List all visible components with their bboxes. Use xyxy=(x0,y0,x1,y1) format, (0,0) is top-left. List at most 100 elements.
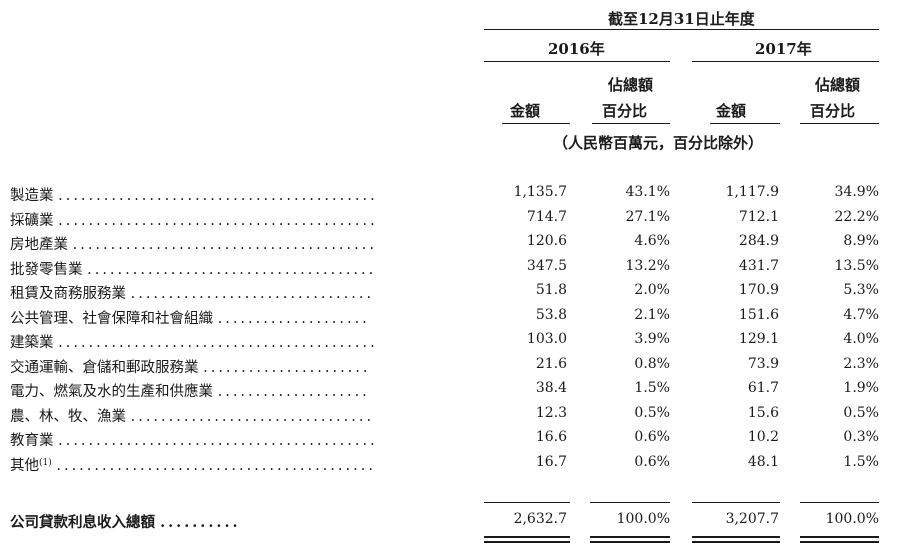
year-2016-rule xyxy=(484,61,670,62)
row-label: 交通運輸、倉儲和郵政服務業 ...................... xyxy=(10,356,371,377)
row-label-text: 教育業 xyxy=(10,433,54,449)
row-label: 建築業 ....................................… xyxy=(10,331,378,352)
footnote-marker: (1) xyxy=(39,458,52,468)
pct-2017-cell: 0.3% xyxy=(843,429,879,445)
total-pct-2016: 100.0% xyxy=(616,511,670,527)
pct-2017-cell: 4.0% xyxy=(843,331,879,347)
amount-2017-cell: 431.7 xyxy=(738,258,779,274)
double-rule-top-pct-2017 xyxy=(800,536,879,538)
period-title: 截至12月31日止年度 xyxy=(608,10,755,28)
row-label-text: 公共管理、社會保障和社會組織 xyxy=(10,311,213,327)
amount-2016-cell: 12.3 xyxy=(535,405,567,421)
double-rule-bottom-pct-2017 xyxy=(800,541,879,543)
total-pct-2017: 100.0% xyxy=(825,511,879,527)
leader-dots: ........................................… xyxy=(58,213,378,229)
year-2016-header: 2016年 xyxy=(548,40,605,58)
leader-dots: ...................................... xyxy=(87,262,377,278)
row-label-text: 其他 xyxy=(10,458,39,474)
pct-2016-cell: 1.5% xyxy=(634,380,670,396)
amount-2016-cell: 16.7 xyxy=(535,454,567,470)
pct-2016-cell: 2.0% xyxy=(634,282,670,298)
row-label-text: 採礦業 xyxy=(10,213,54,229)
amount-2016-cell: 714.7 xyxy=(526,209,567,225)
row-label: 房地產業 ...................................… xyxy=(10,233,377,254)
row-label-text: 房地產業 xyxy=(10,237,68,253)
row-label-text: 製造業 xyxy=(10,188,54,204)
amount-2016-cell: 51.8 xyxy=(535,282,567,298)
amount-2016-cell: 21.6 xyxy=(535,356,567,372)
amount-2017-cell: 10.2 xyxy=(747,429,779,445)
total-amount-2016: 2,632.7 xyxy=(513,511,567,527)
double-rule-top-amount-2016 xyxy=(484,536,570,538)
amount-2016-cell: 16.6 xyxy=(535,429,567,445)
amount-2017-cell: 73.9 xyxy=(747,356,779,372)
row-label-text: 租賃及商務服務業 xyxy=(10,286,126,302)
amount-2017-cell: 151.6 xyxy=(738,307,779,323)
amount-2017-cell: 15.6 xyxy=(747,405,779,421)
leader-dots: ................................ xyxy=(130,409,375,425)
amount-2016-cell: 1,135.7 xyxy=(513,184,567,200)
amount-2017-cell: 284.9 xyxy=(738,233,779,249)
pct-2017-cell: 1.9% xyxy=(843,380,879,396)
total-amount-2017: 3,207.7 xyxy=(725,511,779,527)
leader-dots: ........................................… xyxy=(56,458,376,474)
year-2017-header: 2017年 xyxy=(755,40,812,58)
amount-2016-cell: 347.5 xyxy=(526,258,567,274)
row-label-text: 農、林、牧、漁業 xyxy=(10,409,126,425)
double-rule-top-amount-2017 xyxy=(692,536,780,538)
double-rule-bottom-pct-2016 xyxy=(590,541,670,543)
row-label: 批發零售業 ..................................… xyxy=(10,258,376,279)
unit-note: （人民幣百萬元，百分比除外） xyxy=(553,134,764,152)
row-label-text: 電力、燃氣及水的生產和供應業 xyxy=(10,384,213,400)
subtotal-rule-pct-2017 xyxy=(800,502,879,503)
pct-2017-cell: 1.5% xyxy=(843,454,879,470)
row-label: 農、林、牧、漁業 ...............................… xyxy=(10,405,374,426)
pct-2017-cell: 34.9% xyxy=(834,184,879,200)
row-label-text: 批發零售業 xyxy=(10,262,83,278)
row-label: 租賃及商務服務業 ...............................… xyxy=(10,282,374,303)
pct-2016-cell: 0.5% xyxy=(634,405,670,421)
amount-2016-cell: 38.4 xyxy=(535,380,567,396)
pct-2017-cell: 5.3% xyxy=(843,282,879,298)
pct-2016-cell: 43.1% xyxy=(625,184,670,200)
leader-dots: ...................... xyxy=(203,360,371,376)
year-2017-rule xyxy=(692,61,879,62)
pct-2017-cell: 0.5% xyxy=(843,405,879,421)
amount-2017-cell: 129.1 xyxy=(738,331,779,347)
leader-dots: ........................................… xyxy=(58,433,378,449)
leader-dots: ........................................ xyxy=(72,237,377,253)
pct-2016-cell: 0.6% xyxy=(634,454,670,470)
leader-dots: .......... xyxy=(160,514,241,531)
pct-2017-header-line1: 佔總額 xyxy=(815,76,861,94)
col-amount-2017-rule xyxy=(710,123,780,124)
amount-2017-cell: 712.1 xyxy=(738,209,779,225)
subtotal-rule-amount-2017 xyxy=(692,502,780,503)
pct-2017-cell: 4.7% xyxy=(843,307,879,323)
amount-2016-cell: 120.6 xyxy=(526,233,567,249)
row-label: 電力、燃氣及水的生產和供應業 .................... xyxy=(10,380,370,401)
amount-2017-cell: 48.1 xyxy=(747,454,779,470)
pct-2016-cell: 0.8% xyxy=(634,356,670,372)
col-pct-2016-rule xyxy=(592,123,670,124)
subtotal-rule-pct-2016 xyxy=(590,502,670,503)
amount-2016-header: 金額 xyxy=(510,102,541,120)
pct-2016-cell: 3.9% xyxy=(634,331,670,347)
pct-2016-cell: 13.2% xyxy=(625,258,670,274)
pct-2016-cell: 27.1% xyxy=(625,209,670,225)
amount-2016-cell: 103.0 xyxy=(526,331,567,347)
pct-2016-cell: 0.6% xyxy=(634,429,670,445)
pct-2017-cell: 8.9% xyxy=(843,233,879,249)
row-label: 公共管理、社會保障和社會組織 .................... xyxy=(10,307,370,328)
total-label: 公司貸款利息收入總額 .......... xyxy=(10,511,241,532)
leader-dots: ................................ xyxy=(130,286,375,302)
row-label: 採礦業 ....................................… xyxy=(10,209,378,230)
col-pct-2017-rule xyxy=(800,123,879,124)
pct-2017-cell: 22.2% xyxy=(834,209,879,225)
pct-2016-header-line1: 佔總額 xyxy=(608,76,654,94)
pct-2016-cell: 4.6% xyxy=(634,233,670,249)
double-rule-bottom-amount-2016 xyxy=(484,541,570,543)
row-label: 教育業 ....................................… xyxy=(10,429,378,450)
amount-2016-cell: 53.8 xyxy=(535,307,567,323)
leader-dots: .................... xyxy=(217,384,370,400)
pct-2017-header-line2: 百分比 xyxy=(810,102,856,120)
